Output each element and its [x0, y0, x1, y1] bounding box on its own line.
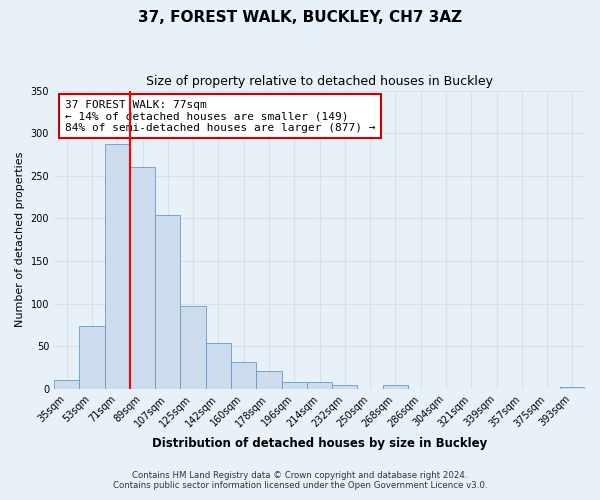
Bar — [79, 326, 104, 389]
Bar — [206, 343, 231, 389]
Text: 37 FOREST WALK: 77sqm
← 14% of detached houses are smaller (149)
84% of semi-det: 37 FOREST WALK: 77sqm ← 14% of detached … — [65, 100, 375, 132]
Bar — [383, 384, 408, 389]
Bar — [281, 382, 307, 389]
Bar — [130, 168, 155, 389]
Bar — [54, 380, 79, 389]
Bar — [332, 384, 358, 389]
Bar — [307, 382, 332, 389]
Bar — [181, 306, 206, 389]
Text: 37, FOREST WALK, BUCKLEY, CH7 3AZ: 37, FOREST WALK, BUCKLEY, CH7 3AZ — [138, 10, 462, 25]
Bar — [256, 371, 281, 389]
Title: Size of property relative to detached houses in Buckley: Size of property relative to detached ho… — [146, 75, 493, 88]
Y-axis label: Number of detached properties: Number of detached properties — [15, 152, 25, 328]
Bar — [231, 362, 256, 389]
Bar — [155, 215, 181, 389]
X-axis label: Distribution of detached houses by size in Buckley: Distribution of detached houses by size … — [152, 437, 487, 450]
Bar — [560, 387, 585, 389]
Bar — [104, 144, 130, 389]
Text: Contains HM Land Registry data © Crown copyright and database right 2024.
Contai: Contains HM Land Registry data © Crown c… — [113, 470, 487, 490]
